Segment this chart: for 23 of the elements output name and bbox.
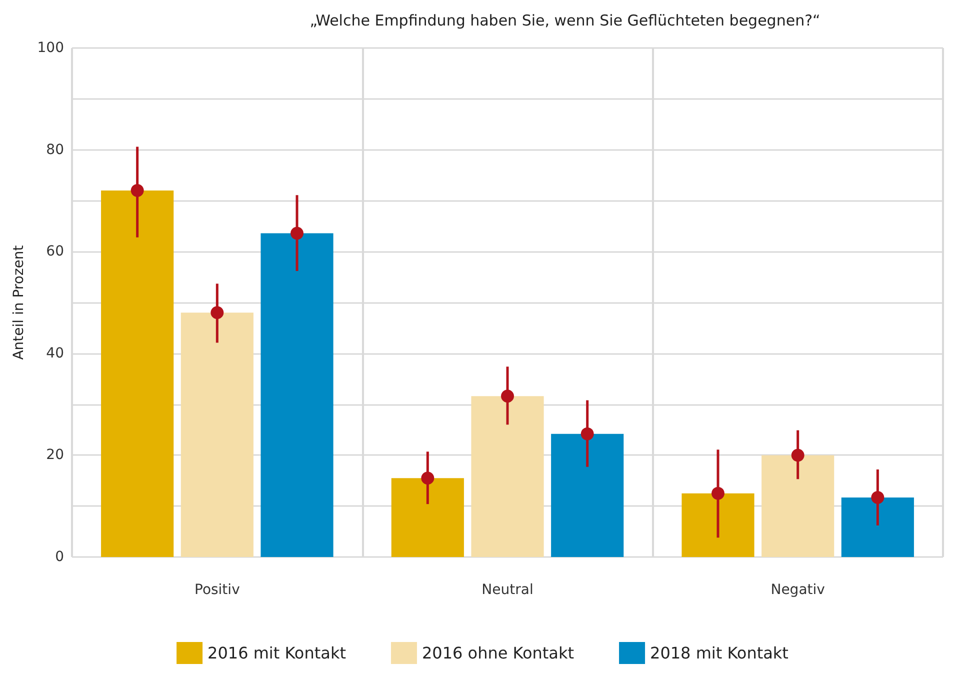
chart-title: „Welche Empfindung haben Sie, wenn Sie Geflüchteten begegnen?“ [310,12,820,30]
bar [101,190,174,557]
bar [180,312,254,557]
legend-label: 2018 mit Kontakt [650,644,788,662]
bar [391,478,464,557]
y-axis-title: Anteil in Prozent [11,244,27,360]
bar [551,434,624,557]
bar [762,455,834,557]
bar [682,493,754,557]
bar [260,233,334,557]
bar [471,396,544,557]
legend-label: 2016 mit Kontakt [208,644,346,662]
y-tick-label: 20 [46,447,64,464]
y-tick-label: 60 [46,244,64,260]
x-tick-label: Neutral [482,582,534,598]
x-tick-label: Negativ [770,582,825,598]
y-tick-label: 100 [37,40,64,56]
y-tick-label: 40 [46,345,64,362]
x-tick-label: Positiv [194,582,240,598]
y-tick-label: 80 [46,142,64,158]
legend-label: 2016 ohne Kontakt [422,644,574,662]
y-tick-label: 0 [55,549,64,565]
bar [841,497,914,557]
